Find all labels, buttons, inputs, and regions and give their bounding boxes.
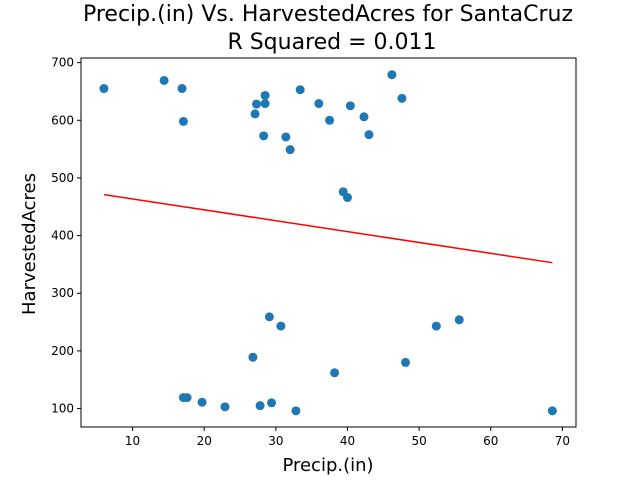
data-point (325, 115, 335, 125)
x-axis-label: Precip.(in) (282, 455, 373, 476)
data-point (99, 84, 109, 94)
plot-frame (80, 57, 577, 428)
data-point (295, 85, 305, 95)
data-point (250, 109, 260, 119)
plot-area: 10 20 30 40 50 60 70 100 200 300 400 500 600 700 (51, 56, 577, 448)
y-tick-label: 200 (51, 344, 74, 358)
data-point (220, 402, 230, 412)
data-point (314, 99, 324, 109)
data-point (248, 352, 258, 362)
data-point (178, 116, 188, 126)
data-point (285, 145, 295, 155)
data-point (291, 406, 301, 416)
y-tick-label: 300 (51, 286, 74, 300)
data-point (264, 312, 274, 322)
data-point (364, 130, 374, 140)
data-point (397, 93, 407, 103)
y-tick-label: 400 (51, 229, 74, 243)
data-point (387, 70, 397, 80)
data-point (267, 398, 277, 408)
data-point (255, 401, 265, 411)
data-point (330, 368, 340, 378)
y-tick-label: 600 (51, 113, 74, 127)
x-tick-label: 70 (555, 434, 570, 448)
data-point (182, 393, 192, 403)
data-point (342, 193, 352, 203)
data-point (260, 99, 270, 109)
y-tick-label: 700 (51, 56, 74, 70)
x-tick-label: 10 (125, 434, 140, 448)
data-point (281, 132, 291, 142)
x-tick-label: 50 (411, 434, 426, 448)
y-tick-label: 100 (51, 402, 74, 416)
x-tick-label: 60 (483, 434, 498, 448)
data-point (454, 315, 464, 325)
y-tick-label: 500 (51, 171, 74, 185)
chart-title: Precip.(in) Vs. HarvestedAcres for Santa… (83, 2, 573, 27)
data-point (276, 321, 286, 331)
y-axis-label: HarvestedAcres (19, 173, 40, 315)
x-tick-label: 30 (268, 434, 283, 448)
data-point (252, 99, 262, 109)
x-tick-label: 20 (197, 434, 212, 448)
data-point (401, 357, 411, 367)
regression-line (103, 193, 553, 264)
data-point (359, 112, 369, 122)
data-point (547, 406, 557, 416)
data-point (431, 321, 441, 331)
data-point (345, 101, 355, 111)
data-point (177, 84, 187, 94)
data-point (260, 90, 270, 100)
x-tick-label: 40 (340, 434, 355, 448)
data-point (159, 75, 169, 85)
chart-subtitle: R Squared = 0.011 (227, 30, 436, 55)
data-point (197, 397, 207, 407)
data-point (259, 131, 269, 141)
